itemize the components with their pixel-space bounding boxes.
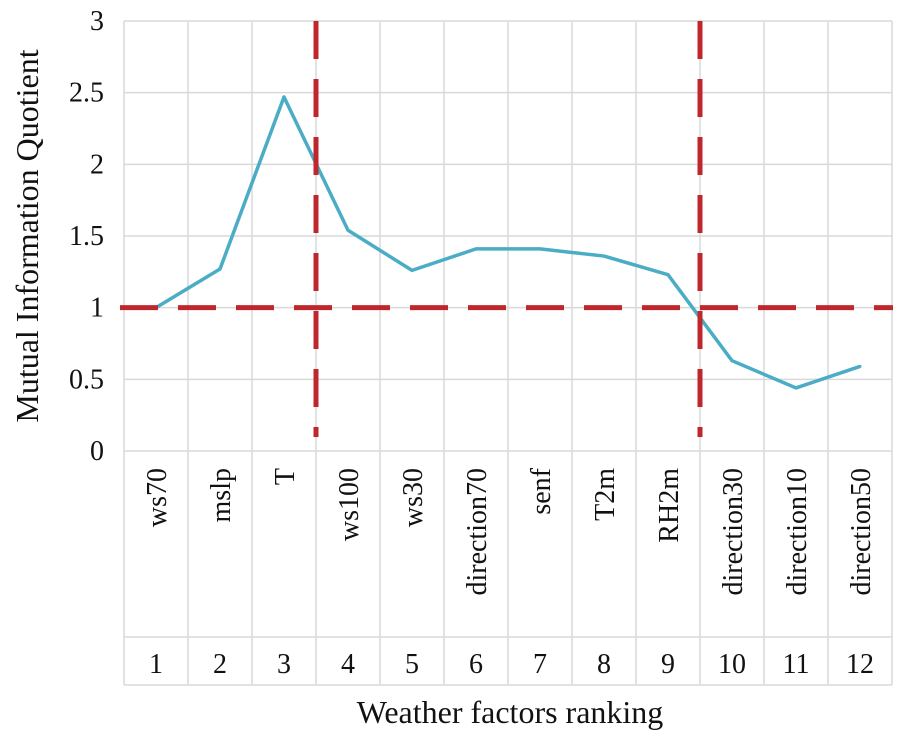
data-point [346,228,350,232]
category-label: direction70 [462,468,493,596]
data-point [858,364,862,368]
rank-label: 8 [597,649,611,680]
rank-label: 3 [277,649,291,680]
rank-label: 11 [783,649,810,680]
y-tick-label: 1.5 [69,221,104,252]
rank-label: 1 [149,649,163,680]
category-label: ws70 [142,468,173,527]
rank-label: 5 [405,649,419,680]
y-tick-label: 2 [90,149,104,180]
category-label: direction10 [782,468,813,596]
data-point [410,268,414,272]
category-label: direction50 [846,468,877,596]
series-layer [154,95,862,390]
rank-label: 7 [533,649,547,680]
data-point [730,359,734,363]
category-label: senf [526,467,557,514]
rank-label: 9 [661,649,675,680]
data-point [602,254,606,258]
y-tick-label: 2.5 [69,78,104,109]
category-label: ws30 [398,468,429,527]
rank-label: 12 [846,649,874,680]
y-tick-label: 1 [90,293,104,324]
rank-label: 4 [341,649,355,680]
data-point [474,247,478,251]
category-label: direction30 [718,468,749,596]
rank-label: 6 [469,649,483,680]
data-point [538,247,542,251]
y-tick-labels: 0 0.5 1 1.5 2 2.5 3 [69,6,104,467]
grid-layer [123,20,893,686]
x-axis-title: Weather factors ranking [357,694,664,730]
y-tick-label: 0.5 [69,364,104,395]
category-label: ws100 [334,468,365,541]
rank-label: 2 [213,649,227,680]
data-point [794,386,798,390]
y-axis-title: Mutual Information Quotient [9,49,45,422]
y-tick-label: 0 [90,436,104,467]
category-label: mslp [206,468,237,522]
rank-labels: 1 2 3 4 5 6 7 8 9 10 11 12 [149,649,874,680]
threshold-layer [120,21,893,437]
data-point [666,273,670,277]
category-label: T [270,468,301,485]
y-tick-label: 3 [90,6,104,37]
data-point [218,267,222,271]
category-label: T2m [590,468,621,521]
category-label: RH2m [654,468,685,543]
data-point [282,95,286,99]
rank-label: 10 [718,649,746,680]
series-line [155,95,861,390]
